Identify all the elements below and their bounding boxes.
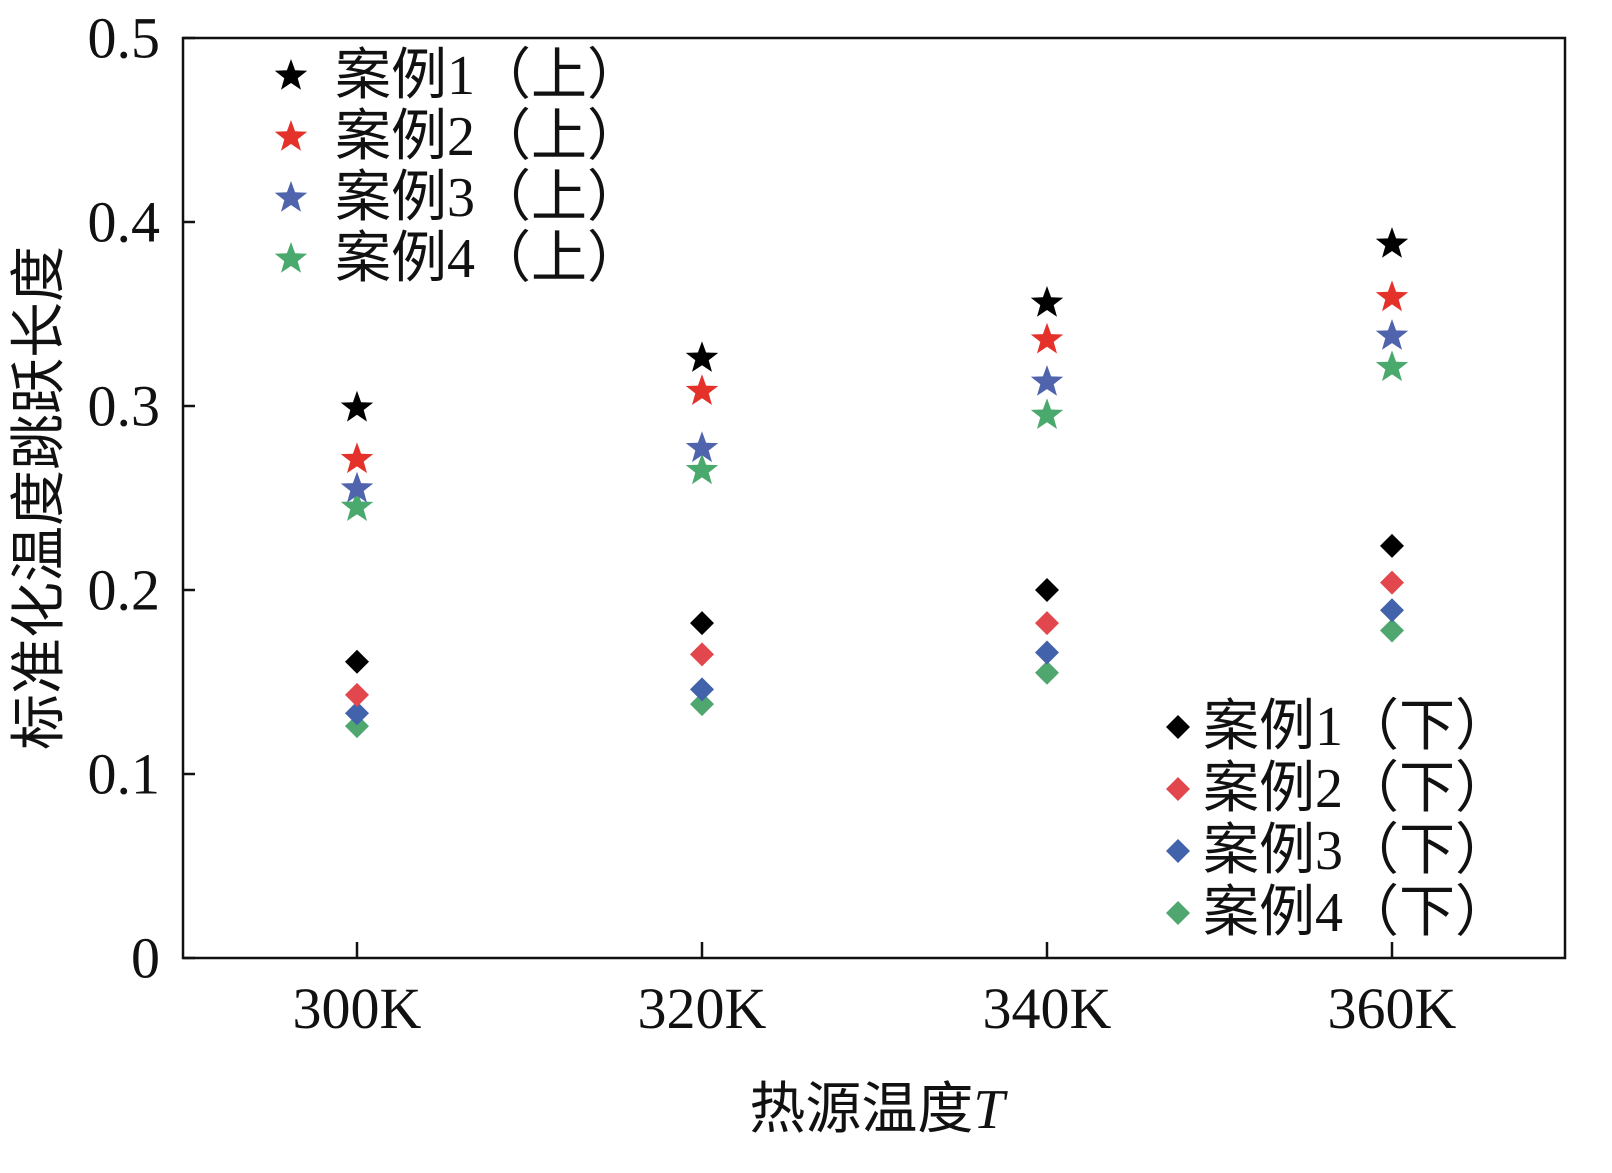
data-point-star — [340, 390, 374, 422]
data-point-diamond — [1380, 618, 1404, 643]
legend-label: 案例1（上） — [335, 45, 643, 107]
data-points — [340, 227, 1409, 739]
axis-ticks: 0 0.1 0.2 0.3 0.4 0.5 300K 320K 340K 360K — [88, 6, 1457, 1042]
data-point-diamond — [345, 701, 369, 726]
legend-star-marker — [274, 242, 308, 273]
x-tick-label: 300K — [293, 976, 422, 1041]
legend-item: 案例3（上） — [274, 167, 643, 229]
y-tick-label: 0.4 — [88, 190, 161, 255]
data-point-star — [340, 490, 374, 521]
data-point-diamond — [345, 649, 369, 674]
legend-star-marker — [274, 59, 308, 90]
legend-bottom-right: 案例1（下）案例2（下）案例3（下）案例4（下） — [1166, 696, 1511, 944]
data-point-star — [1030, 286, 1064, 317]
y-axis-title: 标准化温度跳跃长度 — [9, 246, 71, 750]
data-point-diamond — [1035, 611, 1059, 636]
y-tick-label: 0.1 — [88, 742, 161, 807]
data-point-star — [1030, 322, 1064, 354]
data-point-star — [1375, 350, 1409, 382]
y-tick-label: 0.5 — [88, 6, 161, 71]
data-point-star — [340, 442, 374, 474]
plot-frame — [181, 36, 1567, 960]
data-point-star — [685, 431, 719, 463]
legend-label: 案例3（上） — [335, 167, 643, 229]
data-point-diamond — [1380, 533, 1404, 558]
data-point-star — [685, 453, 719, 485]
x-axis-title-text: 热源温度 — [749, 1079, 973, 1141]
data-point-star — [340, 471, 374, 503]
y-tick-label: 0 — [131, 926, 160, 991]
legend-item: 案例4（上） — [274, 228, 643, 290]
x-tick-label: 340K — [983, 976, 1112, 1041]
legend-item: 案例4（下） — [1166, 882, 1511, 944]
legend-item: 案例1（下） — [1166, 696, 1511, 758]
data-point-star — [685, 341, 719, 372]
legend-label: 案例2（下） — [1203, 758, 1511, 820]
data-point-star — [1375, 227, 1409, 258]
x-tick-label: 360K — [1328, 976, 1457, 1041]
data-point-star — [685, 374, 719, 405]
legend-star-marker — [274, 181, 308, 212]
data-point-diamond — [345, 714, 369, 739]
data-point-diamond — [690, 642, 714, 667]
data-point-diamond — [1380, 598, 1404, 623]
y-tick-label: 0.3 — [88, 374, 161, 439]
legend-item: 案例3（下） — [1166, 820, 1511, 882]
data-point-diamond — [690, 692, 714, 717]
legend-label: 案例4（下） — [1203, 882, 1511, 944]
legends: 案例1（上）案例2（上）案例3（上）案例4（上）案例1（下）案例2（下）案例3（… — [274, 45, 1511, 944]
data-point-diamond — [1035, 578, 1059, 602]
data-point-diamond — [345, 682, 369, 707]
legend-diamond-marker — [1166, 839, 1190, 863]
x-axis-title: 热源温度T — [749, 1079, 1008, 1141]
legend-top-left: 案例1（上）案例2（上）案例3（上）案例4（上） — [274, 45, 643, 290]
legend-item: 案例2（下） — [1166, 758, 1511, 820]
legend-item: 案例1（上） — [274, 45, 643, 107]
y-tick-label: 0.2 — [88, 558, 161, 623]
legend-label: 案例3（下） — [1203, 820, 1511, 882]
data-point-diamond — [1035, 640, 1059, 665]
x-axis-title-symbol: T — [973, 1079, 1008, 1141]
data-point-diamond — [690, 677, 714, 702]
legend-label: 案例2（上） — [335, 106, 643, 168]
data-point-diamond — [690, 611, 714, 636]
legend-item: 案例2（上） — [274, 106, 643, 168]
data-point-star — [1030, 398, 1064, 429]
legend-label: 案例1（下） — [1203, 696, 1511, 758]
data-point-star — [1030, 365, 1064, 396]
data-point-star — [1375, 280, 1409, 312]
legend-star-marker — [274, 120, 308, 151]
x-tick-label: 320K — [638, 976, 767, 1041]
legend-diamond-marker — [1166, 777, 1190, 801]
data-point-diamond — [1035, 660, 1059, 685]
legend-diamond-marker — [1166, 715, 1190, 739]
data-point-star — [1375, 319, 1409, 350]
data-point-diamond — [1380, 570, 1404, 595]
legend-label: 案例4（上） — [335, 228, 643, 290]
legend-diamond-marker — [1166, 901, 1190, 925]
